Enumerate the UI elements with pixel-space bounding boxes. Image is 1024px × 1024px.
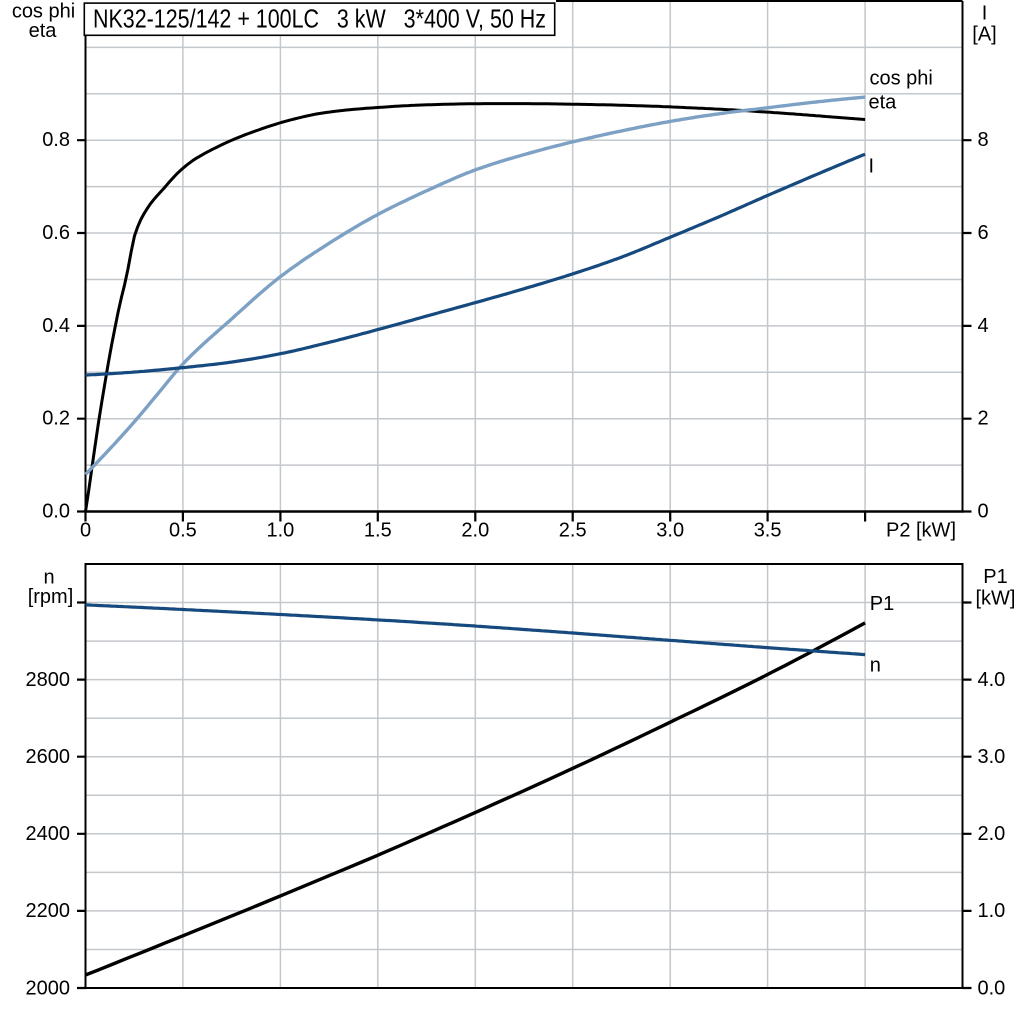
svg-text:2.5: 2.5 <box>559 520 587 542</box>
svg-text:[kW]: [kW] <box>976 588 1016 610</box>
svg-text:0.5: 0.5 <box>169 520 197 542</box>
svg-text:P1: P1 <box>983 566 1007 588</box>
svg-text:eta: eta <box>869 91 898 113</box>
svg-text:3.0: 3.0 <box>656 520 684 542</box>
svg-text:0.8: 0.8 <box>42 129 70 151</box>
svg-text:0.0: 0.0 <box>42 501 70 523</box>
svg-text:[rpm]: [rpm] <box>28 586 74 608</box>
svg-text:8: 8 <box>978 129 989 151</box>
svg-text:3.5: 3.5 <box>754 520 782 542</box>
svg-text:0.6: 0.6 <box>42 222 70 244</box>
svg-text:eta: eta <box>29 20 58 42</box>
svg-text:1.5: 1.5 <box>364 520 392 542</box>
svg-text:2600: 2600 <box>26 746 71 768</box>
svg-text:0.4: 0.4 <box>42 315 70 337</box>
svg-text:2: 2 <box>978 408 989 430</box>
svg-text:0.2: 0.2 <box>42 408 70 430</box>
svg-text:I: I <box>869 156 875 178</box>
svg-text:2.0: 2.0 <box>461 520 489 542</box>
svg-text:P2 [kW]: P2 [kW] <box>886 520 956 542</box>
svg-text:cos phi: cos phi <box>12 1 75 23</box>
svg-text:n: n <box>43 567 54 589</box>
svg-text:2400: 2400 <box>26 823 71 845</box>
svg-text:4.0: 4.0 <box>978 669 1006 691</box>
svg-text:1.0: 1.0 <box>978 900 1006 922</box>
svg-text:0.0: 0.0 <box>978 977 1006 999</box>
svg-text:2200: 2200 <box>26 900 71 922</box>
svg-text:cos phi: cos phi <box>870 68 933 90</box>
svg-text:6: 6 <box>978 222 989 244</box>
svg-text:0: 0 <box>80 520 91 542</box>
svg-text:NK32-125/142 + 100LC 3 kW: NK32-125/142 + 100LC 3 kW 3*400 V, 50 Hz <box>93 4 546 34</box>
svg-text:P1: P1 <box>870 593 894 615</box>
svg-text:2.0: 2.0 <box>978 823 1006 845</box>
svg-text:3.0: 3.0 <box>978 746 1006 768</box>
svg-text:2000: 2000 <box>26 977 71 999</box>
svg-text:2800: 2800 <box>26 669 71 691</box>
svg-text:0: 0 <box>978 501 989 523</box>
svg-text:1.0: 1.0 <box>266 520 294 542</box>
svg-text:4: 4 <box>978 315 989 337</box>
svg-text:n: n <box>870 655 881 677</box>
svg-text:[A]: [A] <box>972 24 996 46</box>
svg-text:I: I <box>982 3 988 25</box>
